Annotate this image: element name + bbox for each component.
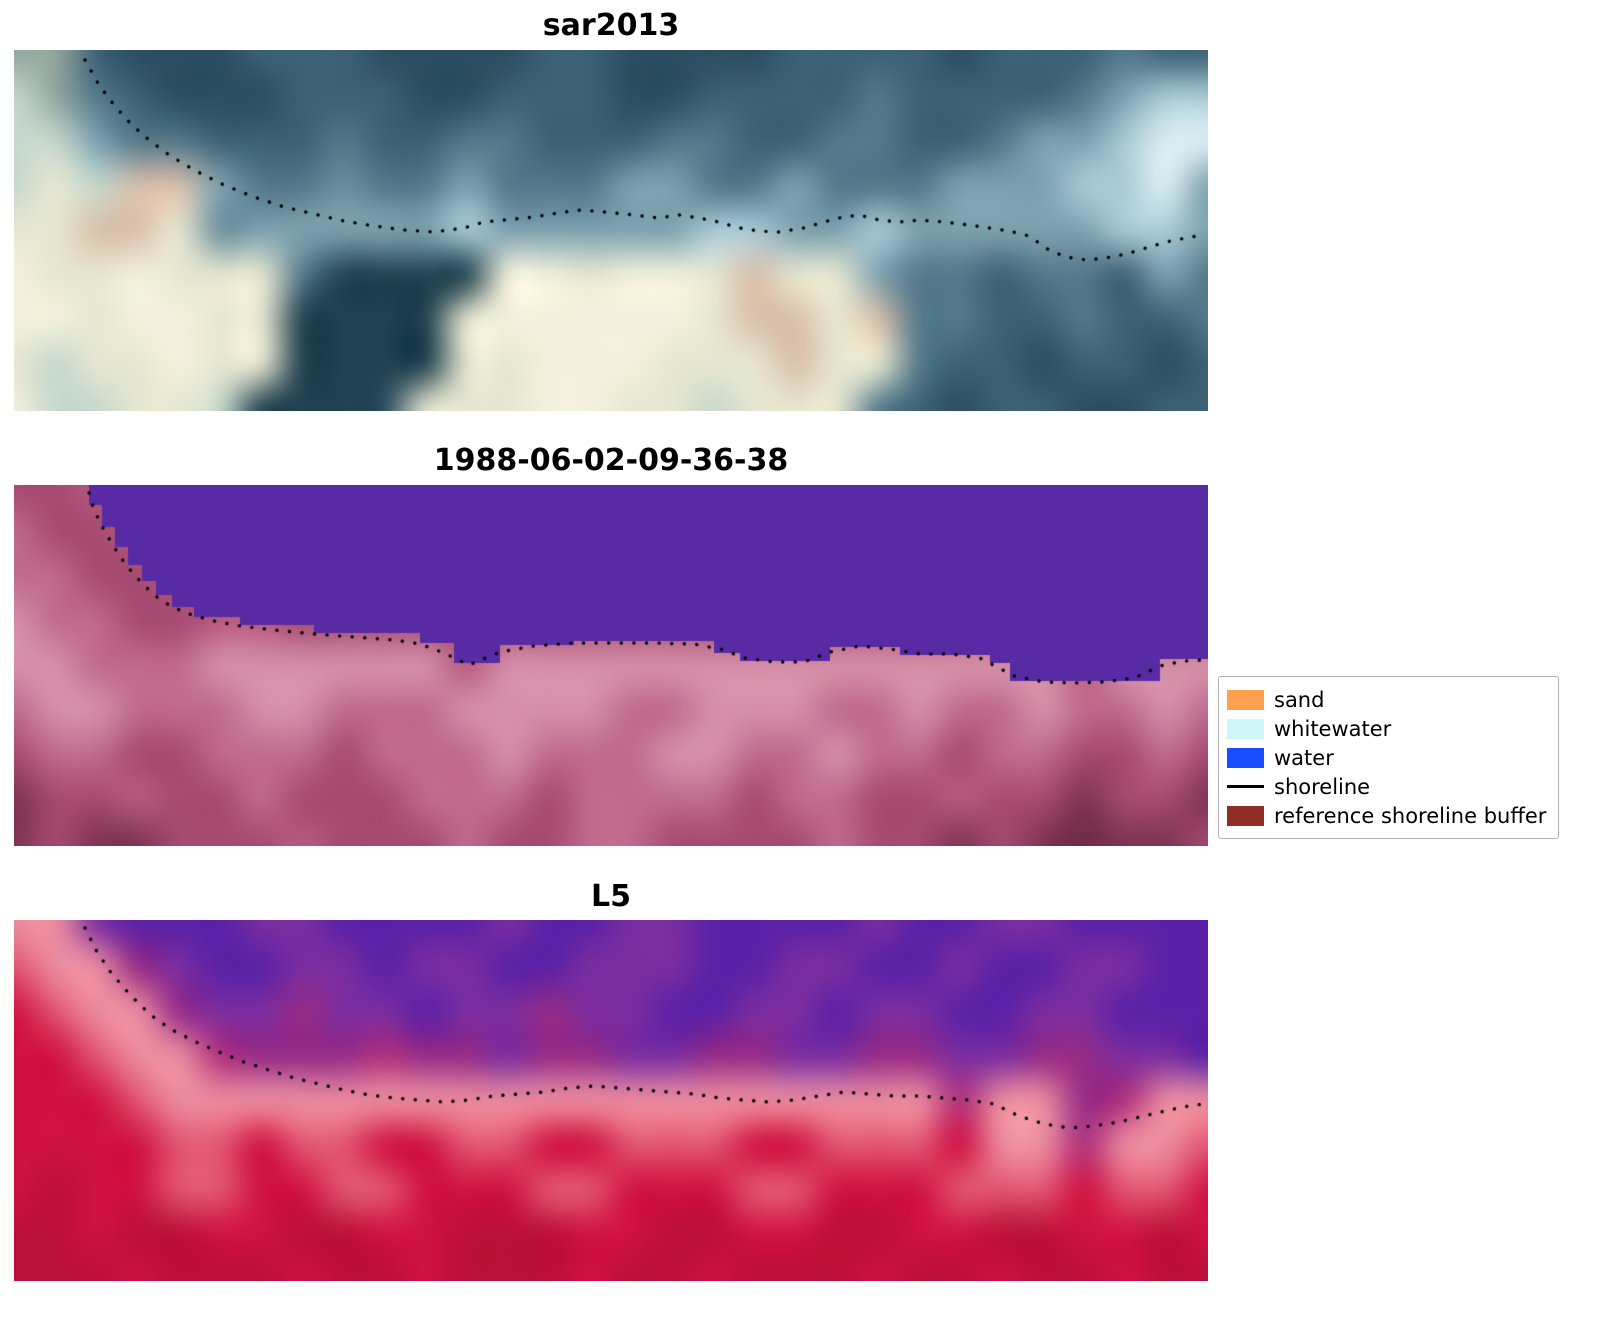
legend-label: reference shoreline buffer <box>1274 803 1547 828</box>
panel-3-image <box>14 920 1208 1281</box>
legend-entry: shoreline <box>1227 772 1546 801</box>
legend-label: whitewater <box>1274 716 1392 741</box>
panel-3-title: L5 <box>591 879 631 914</box>
legend-label: shoreline <box>1274 774 1371 799</box>
water-swatch <box>1227 747 1264 768</box>
legend-entry: reference shoreline buffer <box>1227 801 1546 830</box>
panel-2-title: 1988-06-02-09-36-38 <box>433 443 789 478</box>
legend-label: sand <box>1274 687 1325 712</box>
legend: sand whitewater water shoreline reference sh… <box>1218 676 1560 839</box>
sand-swatch <box>1227 689 1264 710</box>
legend-entry: whitewater <box>1227 714 1546 743</box>
legend-entry: water <box>1227 743 1546 772</box>
panel-1-title: sar2013 <box>542 8 680 43</box>
legend-label: water <box>1274 745 1334 770</box>
panel-1-image <box>14 50 1208 411</box>
panel-2-image <box>14 485 1208 846</box>
whitewater-swatch <box>1227 718 1264 739</box>
reference-shoreline-buffer-swatch <box>1227 805 1264 826</box>
legend-entry: sand <box>1227 685 1546 714</box>
shoreline-line-sample <box>1227 785 1264 788</box>
